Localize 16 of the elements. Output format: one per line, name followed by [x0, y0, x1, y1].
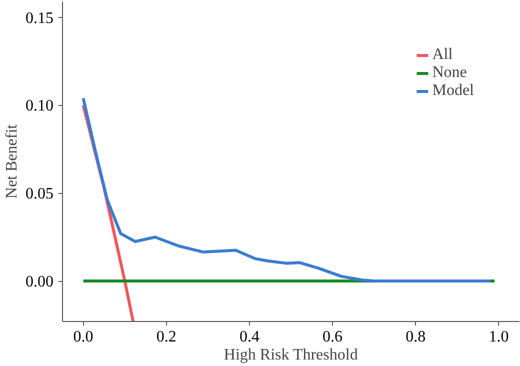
legend-label: All: [432, 46, 453, 64]
y-axis-title: Net Benefit: [4, 124, 20, 199]
y-tick-label: 0.15: [26, 10, 54, 27]
x-tick-label: 0.4: [239, 328, 260, 346]
x-tick-label: 0.0: [73, 328, 94, 346]
x-tick-label: 0.8: [406, 328, 426, 346]
y-tick-label: 0.05: [26, 186, 54, 203]
y-tick-label: 0.00: [26, 274, 54, 291]
legend-label: None: [432, 64, 467, 82]
x-axis-title: High Risk Threshold: [224, 346, 358, 364]
x-tick-label: 0.6: [322, 328, 343, 346]
x-tick-label: 0.2: [156, 328, 176, 346]
x-tick-label: 1.0: [488, 328, 509, 346]
line-series: [82, 96, 492, 283]
legend-label: Model: [432, 82, 474, 100]
y-tick-label: 0.10: [26, 98, 54, 115]
